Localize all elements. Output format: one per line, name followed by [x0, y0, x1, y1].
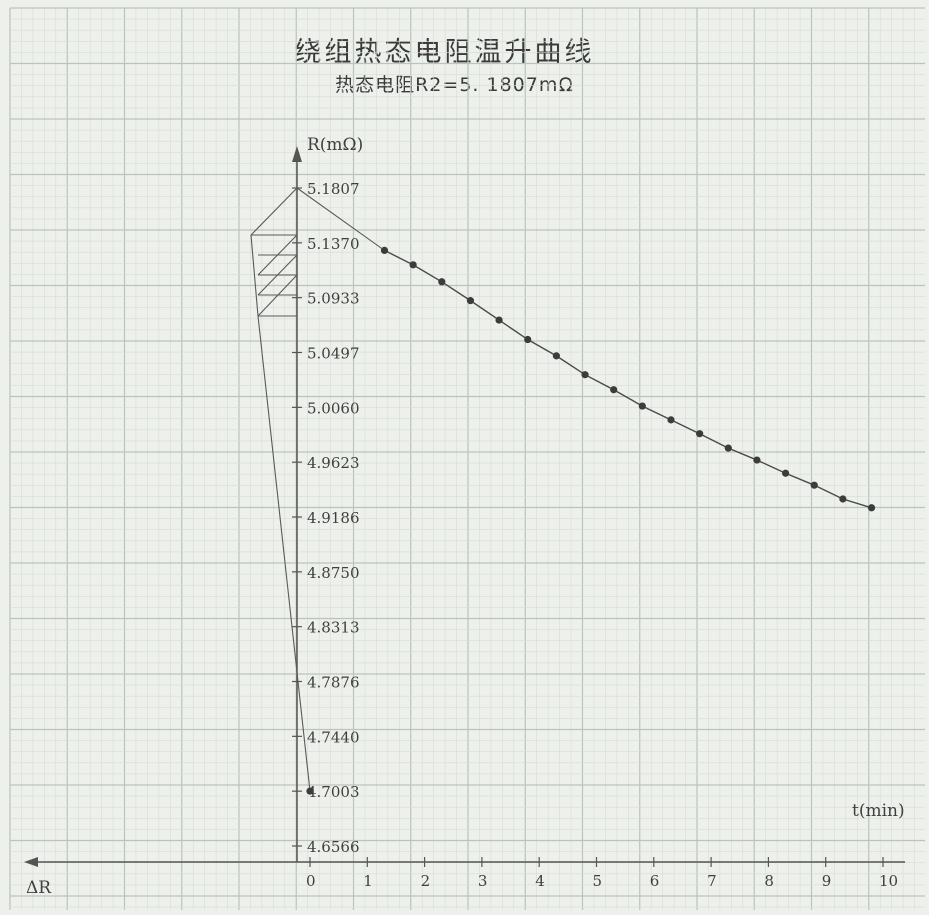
- x-tick-label: 2: [421, 872, 431, 890]
- data-point: [581, 371, 589, 379]
- y-tick-label: 4.9623: [307, 454, 360, 472]
- data-point: [466, 297, 475, 305]
- y-tick-label: 4.6566: [307, 838, 360, 856]
- y-tick-label: 5.0060: [307, 399, 360, 417]
- construction-line: [257, 274, 298, 317]
- data-point: [409, 261, 417, 269]
- y-tick-label: 5.0497: [307, 345, 360, 363]
- x-tick-label: 7: [707, 872, 717, 890]
- x-tick-label: 1: [363, 872, 373, 890]
- data-point: [638, 402, 646, 410]
- marker-point: [306, 787, 314, 795]
- x-ticks: 0 1 2 3 4 5 6 7 8 9 10: [306, 857, 898, 890]
- data-point: [552, 352, 560, 360]
- y-tick-label: 4.9186: [307, 509, 360, 527]
- construction-line: [257, 234, 298, 276]
- y-tick-label: 5.1807: [307, 180, 360, 198]
- data-point: [867, 504, 876, 512]
- x-tick-label: 9: [822, 872, 832, 890]
- x-tick-label: 5: [593, 872, 603, 890]
- grid: [9, 7, 925, 910]
- data-point: [495, 316, 503, 324]
- x-tick-label: 10: [879, 872, 898, 890]
- data-point: [380, 246, 389, 254]
- data-point: [781, 469, 790, 477]
- x-axis-label: t(min): [852, 801, 905, 821]
- y-axis-arrow: [292, 146, 302, 162]
- construction-line: [257, 315, 311, 792]
- construction-line: [250, 187, 298, 236]
- construction-line: [257, 254, 298, 296]
- y-tick-label: 4.8750: [307, 564, 360, 582]
- series: [306, 246, 876, 795]
- x-tick-label: 6: [650, 872, 660, 890]
- x-tick-label: 0: [306, 872, 316, 890]
- y-axis-label: R(mΩ): [307, 135, 363, 155]
- data-point: [438, 278, 446, 286]
- data-point: [667, 416, 675, 424]
- axes: R(mΩ) t(min) ΔR: [24, 135, 905, 898]
- data-point: [724, 444, 732, 452]
- construction-line: [296, 187, 385, 251]
- construction-line: [250, 234, 259, 317]
- x-tick-label: 3: [478, 872, 488, 890]
- data-point: [696, 430, 704, 438]
- data-point: [753, 456, 761, 464]
- x-axis-arrow: [24, 857, 38, 867]
- y-tick-label: 5.0933: [307, 290, 360, 308]
- y-tick-label: 4.7003: [307, 783, 360, 801]
- x-tick-label: 4: [535, 872, 545, 890]
- x-tick-label: 8: [764, 872, 774, 890]
- y-tick-label: 5.1370: [307, 235, 360, 253]
- extrapolation-construction: [250, 187, 385, 792]
- y-tick-label: 4.7440: [307, 728, 360, 746]
- series-line: [384, 249, 872, 509]
- data-point: [839, 495, 847, 503]
- y-ticks: 5.1807 5.1370 5.0933 5.0497 5.0060 4.9623 4.91…: [292, 180, 360, 856]
- data-point: [524, 335, 532, 344]
- data-point: [610, 386, 618, 394]
- chart-subtitle: 热态电阻R2=5. 1807mΩ: [335, 74, 574, 96]
- data-point: [810, 481, 818, 489]
- y-tick-label: 4.8313: [307, 619, 360, 637]
- y-tick-label: 4.7876: [307, 674, 360, 692]
- delta-r-label: ΔR: [26, 878, 52, 898]
